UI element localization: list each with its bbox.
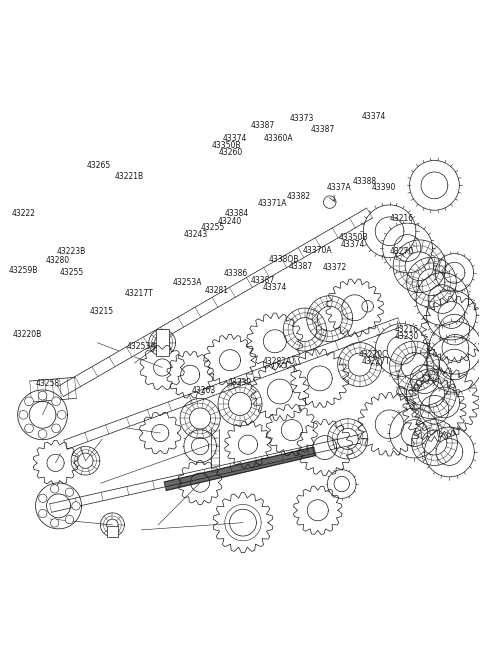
Circle shape <box>24 424 34 433</box>
Text: 43382: 43382 <box>287 192 311 201</box>
Text: 43280: 43280 <box>46 256 70 265</box>
Text: 43384: 43384 <box>225 209 249 218</box>
Text: 43350B: 43350B <box>212 141 241 150</box>
Polygon shape <box>211 429 219 467</box>
Text: 43253A: 43253A <box>173 278 202 287</box>
Text: 43240: 43240 <box>217 217 241 226</box>
Text: 43216: 43216 <box>395 325 419 334</box>
Text: 43220C: 43220C <box>359 350 388 359</box>
Text: 43282A: 43282A <box>263 357 292 365</box>
Text: 43270: 43270 <box>390 248 414 256</box>
Circle shape <box>38 430 47 438</box>
Polygon shape <box>30 377 76 402</box>
Text: 43387: 43387 <box>288 261 312 271</box>
Text: 43222: 43222 <box>12 209 36 218</box>
Text: 4337A: 4337A <box>326 183 351 192</box>
Text: 43390: 43390 <box>372 183 396 192</box>
Circle shape <box>65 488 73 497</box>
Text: 4338OB: 4338OB <box>269 255 299 264</box>
Circle shape <box>72 502 80 510</box>
Circle shape <box>38 509 47 518</box>
Text: 43372: 43372 <box>323 263 347 272</box>
Text: 43373: 43373 <box>290 114 314 124</box>
Bar <box>107 526 118 537</box>
Text: 43370A: 43370A <box>303 246 332 256</box>
Text: 43374: 43374 <box>341 240 365 249</box>
Circle shape <box>50 485 59 493</box>
Text: 43265: 43265 <box>87 161 111 170</box>
Text: 43263: 43263 <box>192 386 216 396</box>
Text: 43360A: 43360A <box>264 133 293 143</box>
Text: 43216: 43216 <box>390 214 414 223</box>
Text: 43221B: 43221B <box>114 171 144 181</box>
Text: 43259B: 43259B <box>9 265 38 275</box>
Text: 43350B: 43350B <box>338 233 368 242</box>
Text: 43260: 43260 <box>218 148 242 157</box>
Text: 43258: 43258 <box>36 378 60 388</box>
Circle shape <box>52 424 60 433</box>
Text: 43371A: 43371A <box>258 198 288 208</box>
Text: 43386: 43386 <box>224 269 248 279</box>
Text: 43387: 43387 <box>251 121 275 130</box>
Text: 43388: 43388 <box>352 177 376 185</box>
Circle shape <box>38 494 47 503</box>
Text: 43217T: 43217T <box>124 288 153 298</box>
Polygon shape <box>64 318 401 449</box>
Circle shape <box>24 397 34 405</box>
Polygon shape <box>164 447 316 490</box>
Text: 43220B: 43220B <box>12 330 42 339</box>
Text: 43387: 43387 <box>310 125 335 134</box>
Circle shape <box>50 519 59 527</box>
Text: 43255: 43255 <box>60 267 84 277</box>
Bar <box>156 329 169 356</box>
Text: 43243: 43243 <box>184 230 208 239</box>
Text: 43215: 43215 <box>89 307 113 316</box>
Text: 43255: 43255 <box>201 223 225 233</box>
Text: 43374: 43374 <box>262 283 287 292</box>
Text: 43253A: 43253A <box>127 342 156 351</box>
Circle shape <box>19 411 28 419</box>
Circle shape <box>65 515 73 524</box>
Polygon shape <box>49 435 360 512</box>
Circle shape <box>57 411 66 419</box>
Circle shape <box>38 392 47 400</box>
Text: 43387: 43387 <box>251 276 275 285</box>
Text: 43230: 43230 <box>395 332 419 341</box>
Text: 43239: 43239 <box>228 378 252 386</box>
Text: 43227T: 43227T <box>361 357 390 365</box>
Polygon shape <box>58 208 372 396</box>
Text: 43281: 43281 <box>205 286 229 295</box>
Text: 43374: 43374 <box>223 133 247 143</box>
Circle shape <box>52 397 60 405</box>
Text: 43374: 43374 <box>362 112 386 122</box>
Text: 43223B: 43223B <box>57 248 86 256</box>
